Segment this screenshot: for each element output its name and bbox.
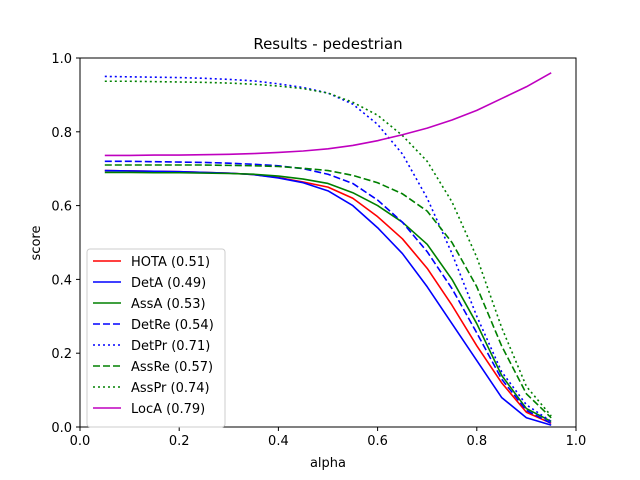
axes-frame <box>79 57 577 428</box>
series-line-7 <box>104 72 552 157</box>
y-tick-label: 0.0 <box>51 421 72 436</box>
chart-title: Results - pedestrian <box>253 35 402 53</box>
x-tick-label: 1.0 <box>566 434 587 449</box>
series-line-3 <box>104 160 552 425</box>
series-line-2 <box>104 171 552 423</box>
legend-label: AssRe (0.57) <box>131 360 213 375</box>
x-tick-label: 0.4 <box>268 434 289 449</box>
series-line-1 <box>104 169 552 426</box>
x-tick-label: 0.2 <box>169 434 190 449</box>
x-axis-label: alpha <box>310 456 346 471</box>
legend-label: HOTA (0.51) <box>131 255 210 270</box>
x-tick-label: 0.0 <box>70 434 91 449</box>
y-tick-label: 0.2 <box>51 347 72 362</box>
legend-label: LocA (0.79) <box>131 402 205 417</box>
legend-label: DetPr (0.71) <box>131 339 210 354</box>
series-line-5 <box>104 164 552 419</box>
y-tick-label: 0.8 <box>51 126 72 141</box>
legend-label: AssPr (0.74) <box>131 381 210 396</box>
y-tick-label: 0.6 <box>51 200 72 215</box>
legend-box <box>86 248 226 428</box>
legend: HOTA (0.51) DetA (0.49) AssA (0.53) DetRe (… <box>86 248 226 428</box>
y-tick-label: 0.4 <box>51 273 72 288</box>
legend-label: DetRe (0.54) <box>131 318 214 333</box>
legend-label: AssA (0.53) <box>131 297 206 312</box>
legend-label: DetA (0.49) <box>131 276 206 291</box>
x-tick-label: 0.6 <box>367 434 388 449</box>
y-tick-label: 1.0 <box>51 52 72 67</box>
plot-area: 0.0 0.2 0.4 0.6 0.8 1.0 0.0 0.2 0.4 0.6 0.8 1.0 <box>51 52 586 449</box>
series-line-4 <box>104 75 552 423</box>
x-tick-label: 0.8 <box>466 434 487 449</box>
y-axis-label: score <box>29 226 44 261</box>
